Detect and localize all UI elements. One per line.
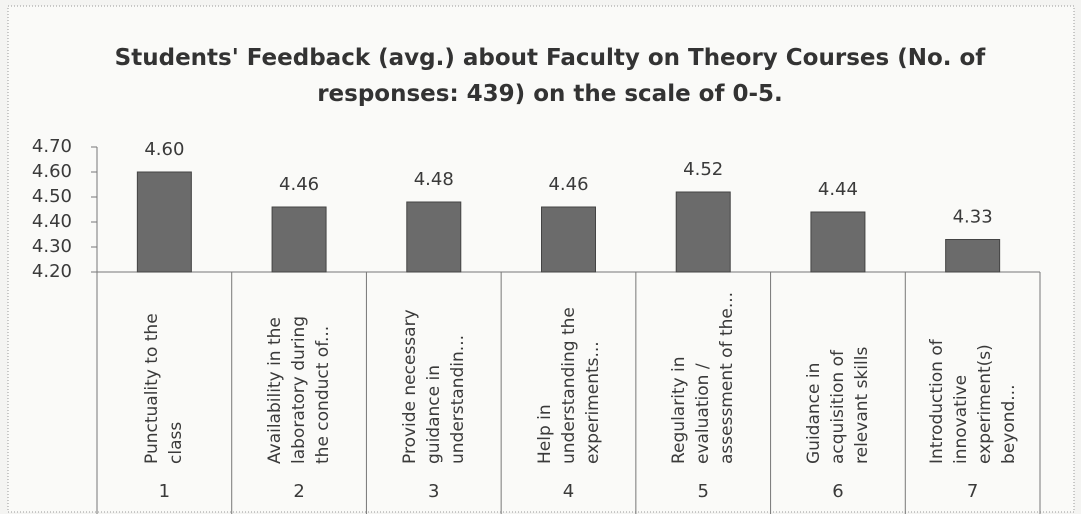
y-tick-label: 4.50	[32, 186, 72, 207]
x-tick-label: Availability in the laboratory during th…	[265, 315, 334, 464]
value-label: 4.48	[414, 169, 454, 190]
y-tick-label: 4.60	[32, 161, 72, 182]
category-number: 6	[832, 481, 843, 502]
chart-title: Students' Feedback (avg.) about Faculty …	[114, 45, 986, 107]
x-tick-label: Guidance in acquisition of relevant skil…	[803, 346, 872, 464]
bar	[675, 191, 731, 273]
x-tick-label: Introduction of innovative experiment(s)…	[926, 339, 1019, 464]
category-number: 7	[967, 481, 978, 502]
bar	[406, 201, 462, 273]
bar	[945, 239, 1001, 273]
value-label: 4.46	[548, 174, 588, 195]
value-label: 4.33	[953, 207, 993, 228]
bar	[136, 171, 192, 273]
x-tick-label: Punctuality to the class	[142, 313, 187, 464]
y-tick-label: 4.40	[32, 211, 72, 232]
bar	[541, 206, 596, 273]
x-tick-label: Regularity in evaluation / assessment of…	[669, 291, 738, 464]
value-label: 4.44	[818, 179, 858, 200]
value-label: 4.46	[279, 174, 319, 195]
y-tick-label: 4.20	[32, 261, 72, 282]
x-tick-label: Provide necessary guidance in understand…	[399, 309, 468, 464]
category-number: 5	[697, 481, 708, 502]
y-tick-label: 4.30	[32, 236, 72, 257]
value-label: 4.60	[144, 139, 184, 160]
category-number: 3	[428, 481, 439, 502]
bar	[271, 206, 327, 273]
bar	[810, 211, 866, 273]
category-number: 1	[159, 481, 170, 502]
category-number: 2	[293, 481, 304, 502]
x-tick-label: Help in understanding the experiments...	[534, 307, 603, 464]
value-label: 4.52	[683, 159, 723, 180]
y-tick-label: 4.70	[32, 136, 72, 157]
category-number: 4	[563, 481, 574, 502]
